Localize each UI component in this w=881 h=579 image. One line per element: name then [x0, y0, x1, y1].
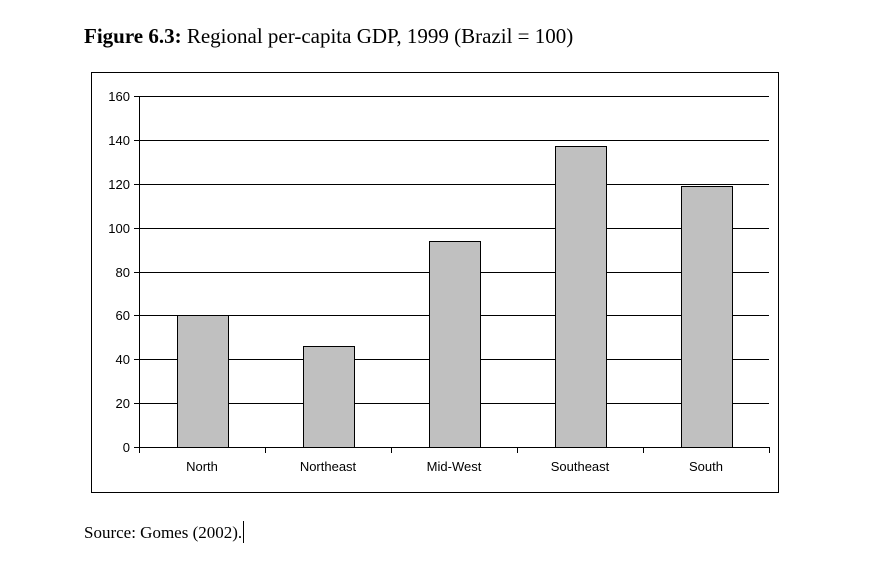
source-note: Source: Gomes (2002).: [84, 521, 245, 543]
x-tick-label-southeast: Southeast: [551, 459, 610, 474]
y-tick-label-120: 120: [108, 177, 130, 192]
y-tick-label-0: 0: [123, 440, 130, 455]
x-tick-label-mid-west: Mid-West: [427, 459, 482, 474]
x-tick-label-north: North: [186, 459, 218, 474]
figure-caption: Regional per-capita GDP, 1999 (Brazil = …: [186, 24, 574, 48]
bar-south: [681, 186, 733, 448]
y-tick-label-100: 100: [108, 221, 130, 236]
bar-north: [177, 315, 229, 448]
y-tick-label-40: 40: [116, 352, 130, 367]
y-tick-label-140: 140: [108, 133, 130, 148]
y-tick-label-60: 60: [116, 308, 130, 323]
bar-mid-west: [429, 241, 481, 448]
bar-northeast: [303, 346, 355, 448]
bar-southeast: [555, 146, 607, 448]
text-cursor: [243, 521, 245, 543]
chart-frame: [91, 72, 779, 493]
x-tick-label-south: South: [689, 459, 723, 474]
y-tick-label-20: 20: [116, 396, 130, 411]
y-tick-label-160: 160: [108, 89, 130, 104]
source-text: Source: Gomes (2002).: [84, 523, 243, 542]
y-tick-label-80: 80: [116, 265, 130, 280]
figure-label: Figure 6.3:: [84, 24, 182, 48]
figure-title: Figure 6.3: Regional per-capita GDP, 199…: [84, 24, 573, 49]
x-tick-label-northeast: Northeast: [300, 459, 357, 474]
